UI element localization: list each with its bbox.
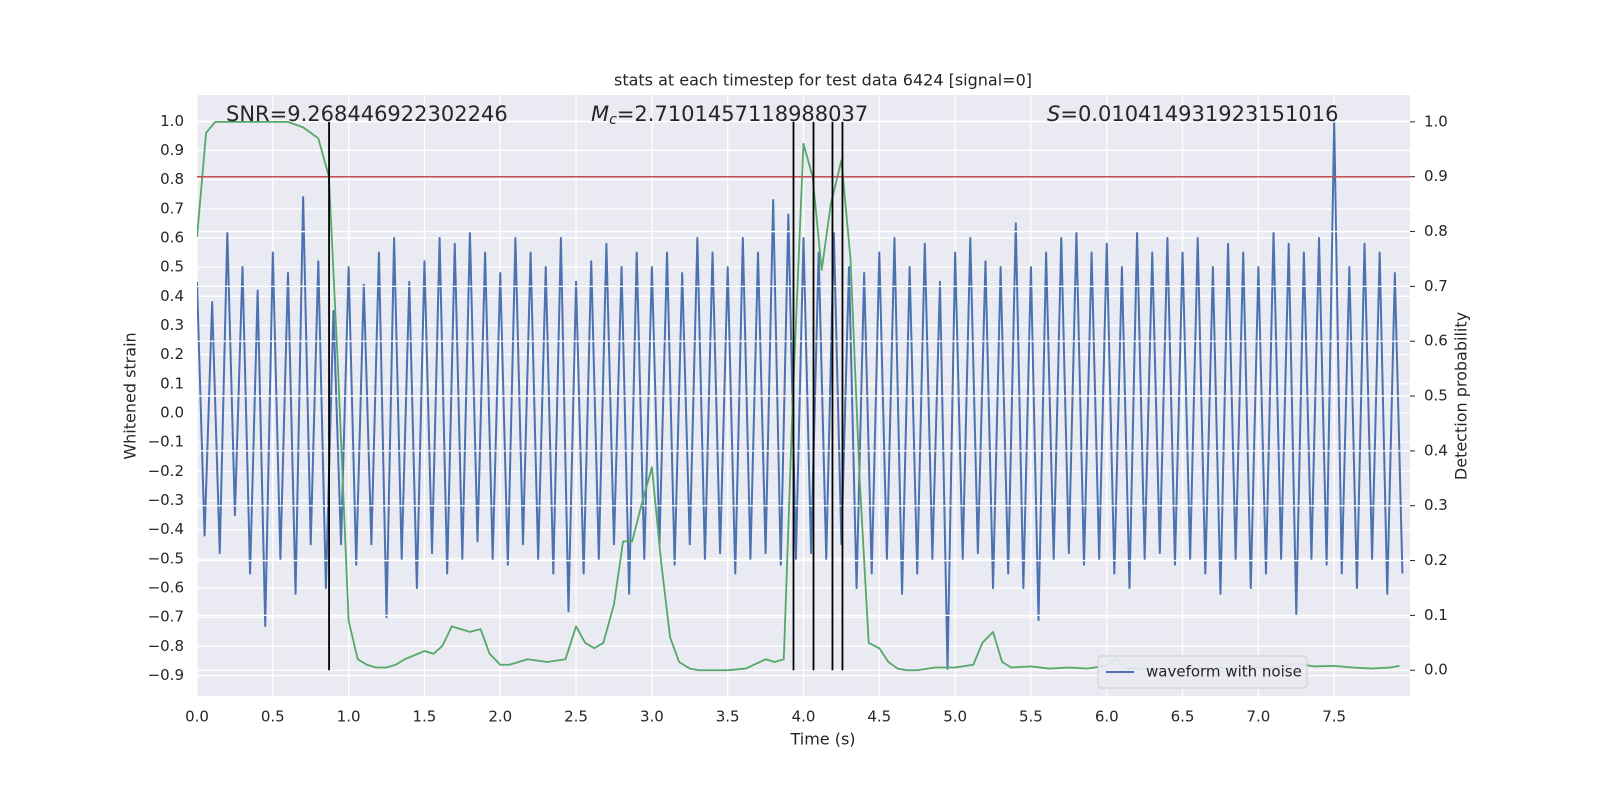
labels: 0.0 0.5 1.0 1.5 2.0 2.5 3.0 3.5 4.0 4.5 5.0 5.5 6.0 6… — [148, 112, 1448, 726]
x-tick-label: 4.0 — [792, 708, 816, 726]
y-tick-label: −0.5 — [148, 549, 184, 567]
y-tick-label: −0.7 — [148, 608, 184, 626]
x-tick-label: 4.5 — [867, 708, 891, 726]
y-tick-label: 0.4 — [160, 287, 184, 305]
x-axis-label: Time (s) — [789, 730, 855, 749]
y-tick-label: −0.9 — [148, 666, 184, 684]
x-tick-label: 5.5 — [1019, 708, 1043, 726]
y2-tick-label: 0.1 — [1424, 606, 1448, 624]
y2-tick-label: 0.4 — [1424, 441, 1448, 459]
x-tick-label: 3.0 — [640, 708, 664, 726]
mc-symbol: M — [591, 102, 609, 126]
y2-tick-label: 0.3 — [1424, 496, 1448, 514]
y2-tick-label: 0.6 — [1424, 332, 1448, 350]
y-tick-label: 0.7 — [160, 199, 184, 217]
y-tick-label: 0.6 — [160, 228, 184, 246]
y-axis-label: Whitened strain — [121, 332, 140, 459]
y-tick-label: −0.2 — [148, 462, 184, 480]
x-tick-label: 7.0 — [1246, 708, 1270, 726]
y-tick-label: −0.4 — [148, 520, 184, 538]
mc-value: =2.7101457118988037 — [617, 102, 868, 126]
x-tick-label: 0.0 — [185, 708, 209, 726]
y2-axis-label: Detection probability — [1452, 312, 1471, 480]
x-tick-label: 0.5 — [261, 708, 285, 726]
y-tick-label: 0.9 — [160, 141, 184, 159]
y2-tick-label: 0.9 — [1424, 167, 1448, 185]
y-tick-label: −0.1 — [148, 433, 184, 451]
y2-tick-label: 0.2 — [1424, 551, 1448, 569]
mc-subscript: c — [609, 112, 617, 128]
x-tick-label: 3.5 — [716, 708, 740, 726]
x-tick-label: 1.0 — [337, 708, 361, 726]
y2-tick-label: 1.0 — [1424, 112, 1448, 130]
x-tick-label: 6.0 — [1095, 708, 1119, 726]
y-tick-label: −0.6 — [148, 579, 184, 597]
x-tick-label: 6.5 — [1171, 708, 1195, 726]
y-tick-label: −0.8 — [148, 637, 184, 655]
y-tick-label: 0.5 — [160, 258, 184, 276]
waveform-line — [197, 120, 1404, 671]
x-tick-label: 7.5 — [1322, 708, 1346, 726]
legend-label: waveform with noise — [1146, 663, 1302, 681]
y-tick-label: 0.8 — [160, 170, 184, 188]
s-value: =0.010414931923151016 — [1060, 102, 1338, 126]
y-tick-label: 1.0 — [160, 112, 184, 130]
y2-tick-label: 0.0 — [1424, 661, 1448, 679]
s-symbol: S — [1047, 102, 1060, 126]
y2-tick-label: 0.8 — [1424, 222, 1448, 240]
chart-title: stats at each timestep for test data 642… — [614, 71, 1032, 90]
y2-tick-label: 0.7 — [1424, 277, 1448, 295]
y-tick-label: 0.3 — [160, 316, 184, 334]
legend: waveform with noise — [1097, 655, 1308, 689]
mc-annotation: Mc=2.7101457118988037 — [591, 102, 868, 128]
y-tick-label: −0.3 — [148, 491, 184, 509]
y-tick-label: 0.1 — [160, 374, 184, 392]
s-annotation: S=0.010414931923151016 — [1047, 102, 1338, 126]
snr-annotation: SNR=9.268446922302246 — [226, 102, 508, 126]
y-tick-label: 0.0 — [160, 404, 184, 422]
x-tick-label: 2.5 — [564, 708, 588, 726]
y2-tick-label: 0.5 — [1424, 387, 1448, 405]
legend-box — [1097, 655, 1308, 689]
x-tick-label: 2.0 — [488, 708, 512, 726]
x-tick-label: 5.0 — [943, 708, 967, 726]
x-tick-label: 1.5 — [413, 708, 437, 726]
y-tick-label: 0.2 — [160, 345, 184, 363]
